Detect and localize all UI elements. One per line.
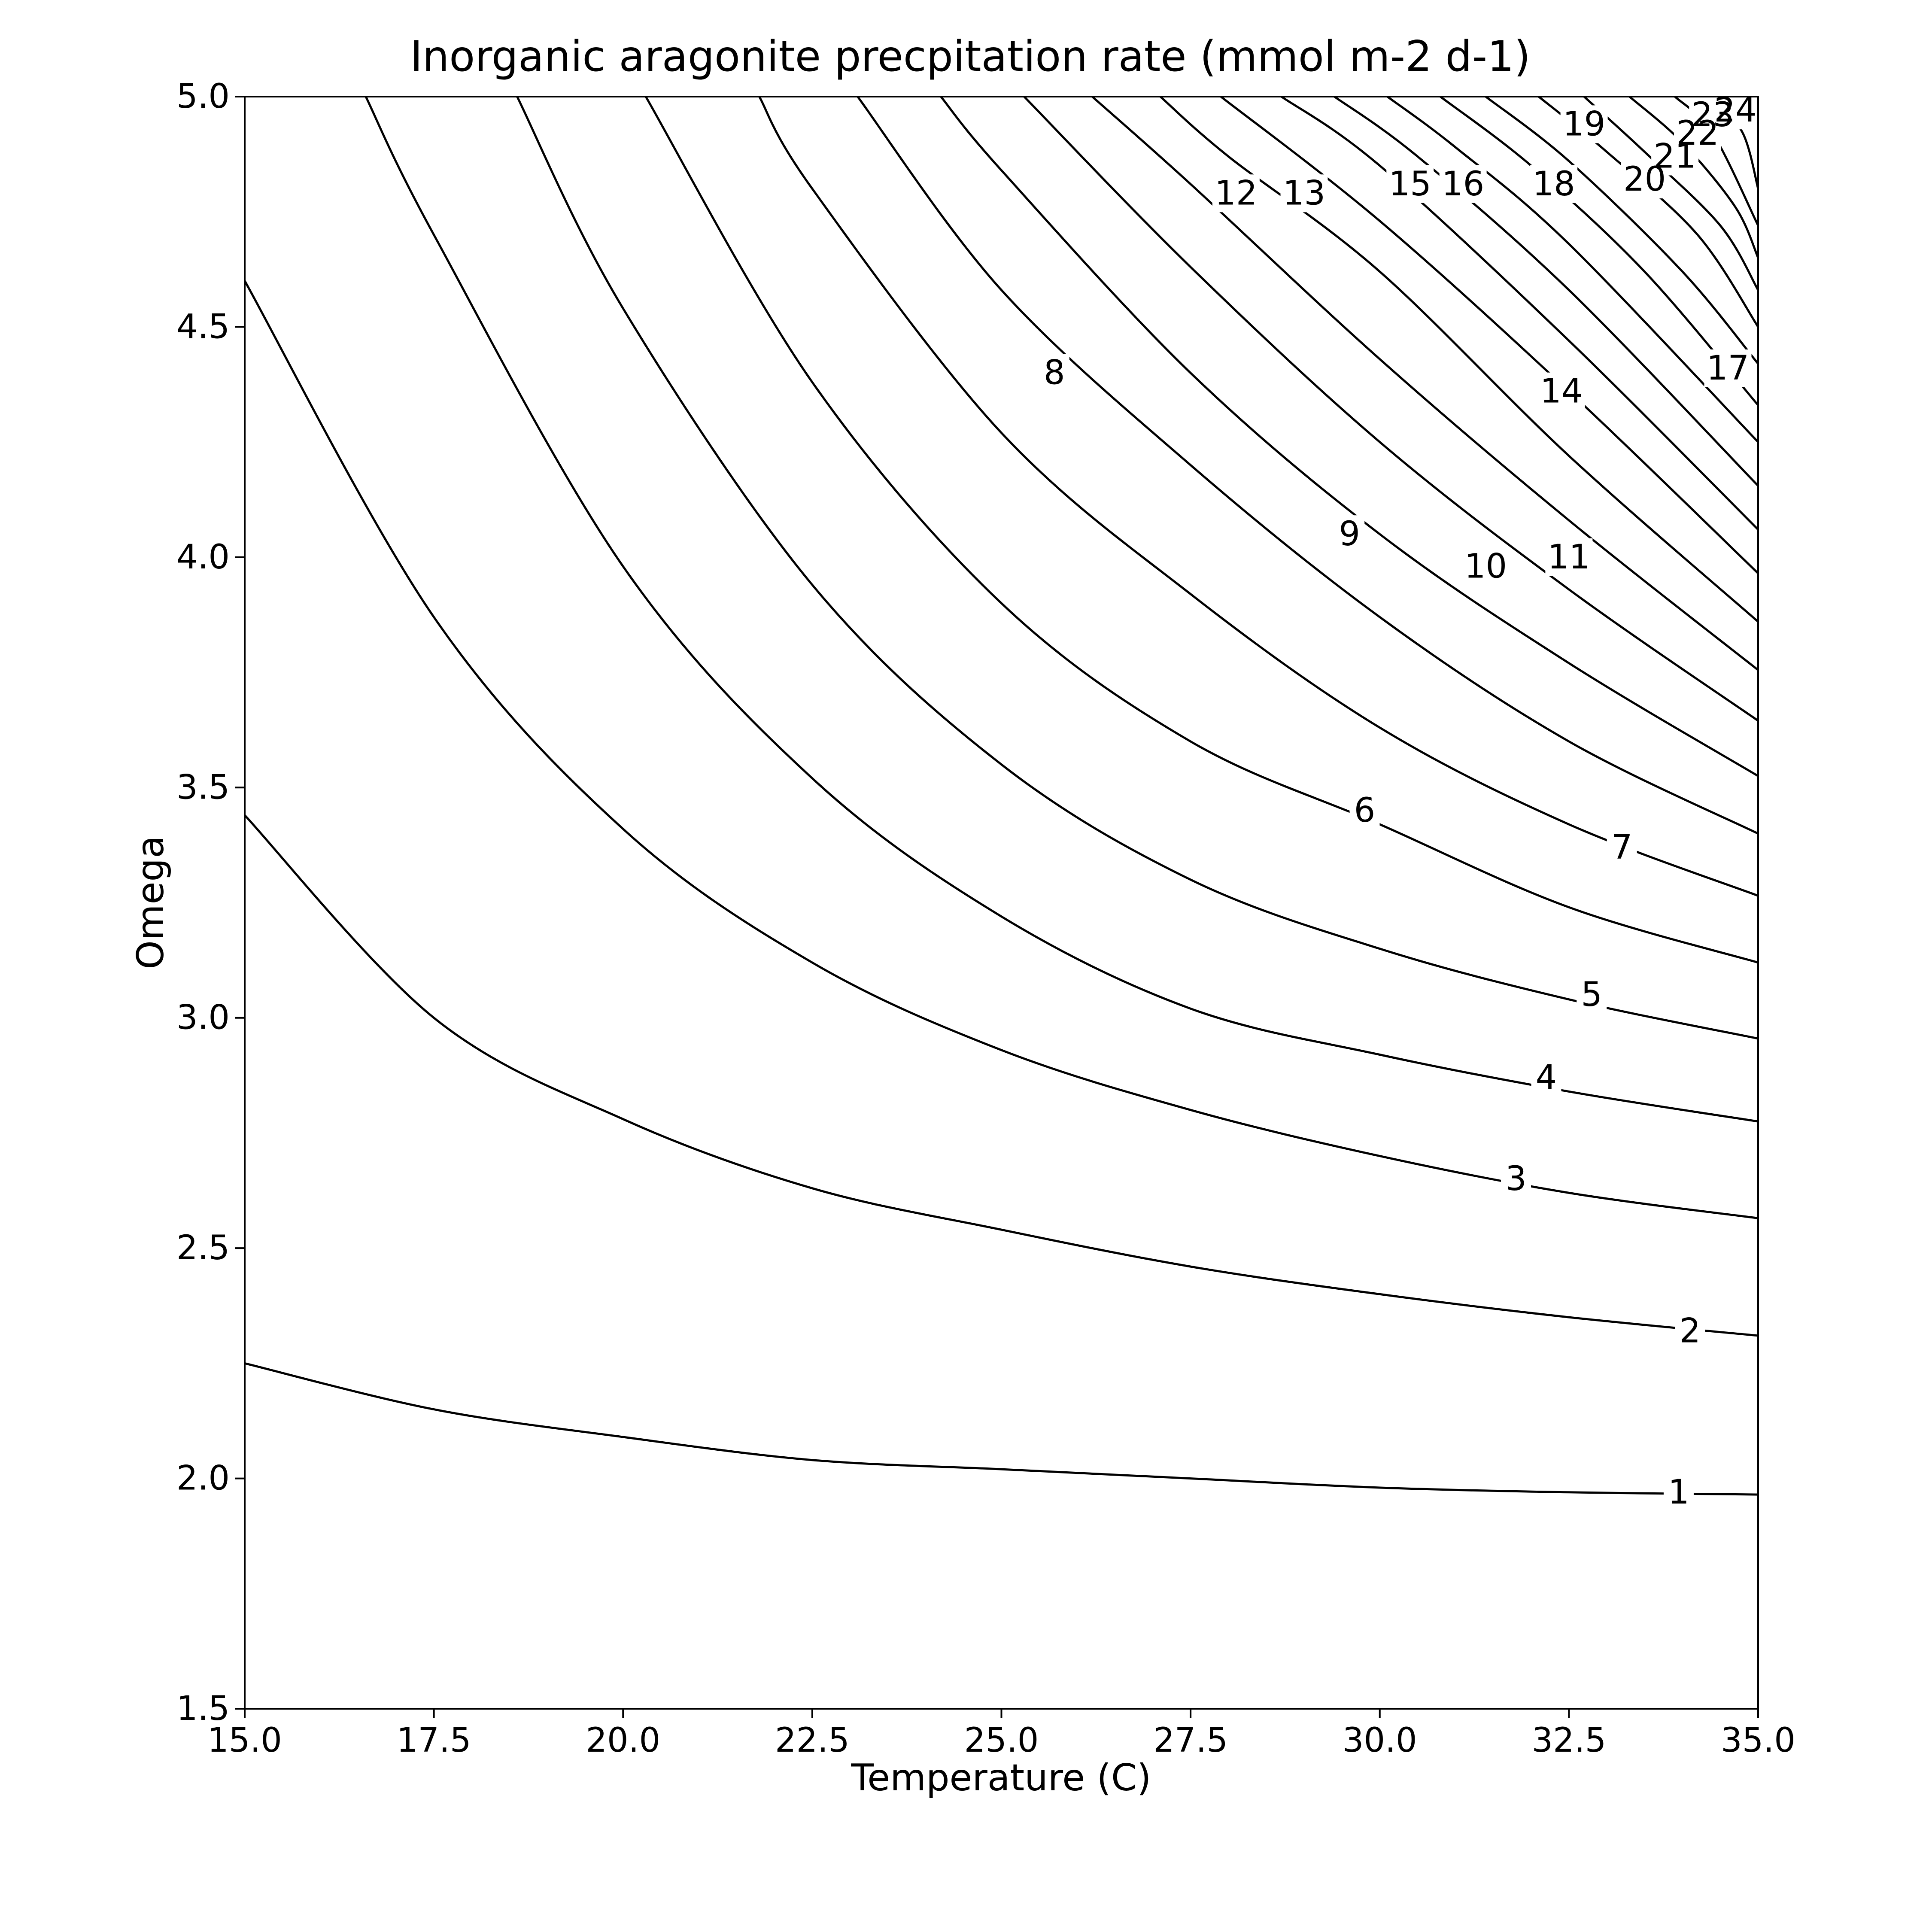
x-tick-label: 25.0 <box>964 1721 1039 1760</box>
contour-label-20: 20 <box>1623 160 1666 199</box>
contour-line-20 <box>1583 97 1758 291</box>
contour-label-1: 1 <box>1668 1473 1689 1512</box>
chart-title: Inorganic aragonite precpitation rate (m… <box>410 32 1530 81</box>
contour-label-22: 22 <box>1676 114 1719 153</box>
contour-label-17: 17 <box>1707 349 1749 388</box>
contour-label-13: 13 <box>1283 174 1325 213</box>
contour-line-23 <box>1712 97 1758 189</box>
y-tick-label: 2.5 <box>176 1229 230 1267</box>
contour-line-17 <box>1440 97 1758 406</box>
x-tick-label: 30.0 <box>1343 1721 1417 1760</box>
y-tick-label: 4.5 <box>176 307 230 346</box>
x-tick-label: 27.5 <box>1153 1721 1228 1760</box>
y-tick-label: 1.5 <box>176 1689 230 1728</box>
contour-label-2: 2 <box>1680 1312 1701 1350</box>
contour-label-9: 9 <box>1339 515 1360 553</box>
contour-line-1 <box>245 1362 1758 1496</box>
contour-line-22 <box>1674 97 1758 226</box>
contour-label-15: 15 <box>1389 165 1431 204</box>
contour-label-6: 6 <box>1354 791 1376 830</box>
contour-lines <box>245 97 1758 1496</box>
y-axis-label: Omega <box>129 835 172 969</box>
contour-label-11: 11 <box>1548 538 1590 577</box>
contour-label-3: 3 <box>1505 1160 1527 1198</box>
contour-line-8 <box>857 97 1758 835</box>
y-axis-ticks: 1.5 2.0 2.5 3.0 3.5 4.0 4.5 5.0 <box>176 77 245 1728</box>
contour-line-11 <box>1091 97 1758 671</box>
contour-line-12 <box>1159 97 1758 623</box>
contour-label-23: 23 <box>1692 96 1734 134</box>
y-tick-label: 5.0 <box>176 77 230 116</box>
contour-line-3 <box>245 280 1758 1219</box>
contour-label-14: 14 <box>1540 372 1583 411</box>
contour-line-21 <box>1628 97 1758 258</box>
contour-label-19: 19 <box>1563 105 1605 143</box>
contour-line-19 <box>1538 97 1758 328</box>
plot-frame <box>244 96 1759 1710</box>
contour-line-15 <box>1334 97 1758 487</box>
contour-line-18 <box>1485 97 1758 365</box>
x-axis-label: Temperature (C) <box>851 1756 1151 1799</box>
contour-line-4 <box>365 97 1758 1123</box>
contour-label-16: 16 <box>1442 165 1484 204</box>
contour-label-4: 4 <box>1536 1058 1557 1097</box>
contour-label-8: 8 <box>1044 354 1065 392</box>
contour-label-5: 5 <box>1581 975 1602 1014</box>
contour-line-9 <box>940 97 1758 777</box>
contour-line-2 <box>245 814 1758 1337</box>
x-tick-label: 15.0 <box>207 1721 282 1760</box>
contour-line-13 <box>1220 97 1758 574</box>
y-tick-label: 2.0 <box>176 1459 230 1498</box>
y-tick-label: 4.0 <box>176 538 230 577</box>
contour-line-5 <box>516 97 1758 1040</box>
contour-line-6 <box>644 97 1758 964</box>
x-tick-label: 32.5 <box>1532 1721 1607 1760</box>
contour-label-7: 7 <box>1611 828 1633 867</box>
contour-label-24: 24 <box>1714 91 1756 130</box>
y-tick-label: 3.0 <box>176 999 230 1037</box>
x-axis-ticks: 15.0 17.5 20.0 22.5 25.0 27.5 30.0 32.5 35.0 <box>207 1709 1795 1760</box>
x-tick-label: 35.0 <box>1721 1721 1795 1760</box>
contour-line-7 <box>758 97 1758 897</box>
contour-label-18: 18 <box>1532 165 1575 204</box>
x-tick-label: 22.5 <box>775 1721 850 1760</box>
contour-label-12: 12 <box>1215 174 1257 213</box>
contour-line-14 <box>1281 97 1758 531</box>
contour-label-10: 10 <box>1464 547 1507 586</box>
x-tick-label: 20.0 <box>586 1721 660 1760</box>
y-tick-label: 3.5 <box>176 768 230 807</box>
contour-line-16 <box>1386 97 1758 443</box>
x-tick-label: 17.5 <box>397 1721 471 1760</box>
contour-label-21: 21 <box>1653 137 1696 176</box>
contour-line-10 <box>1023 97 1758 722</box>
